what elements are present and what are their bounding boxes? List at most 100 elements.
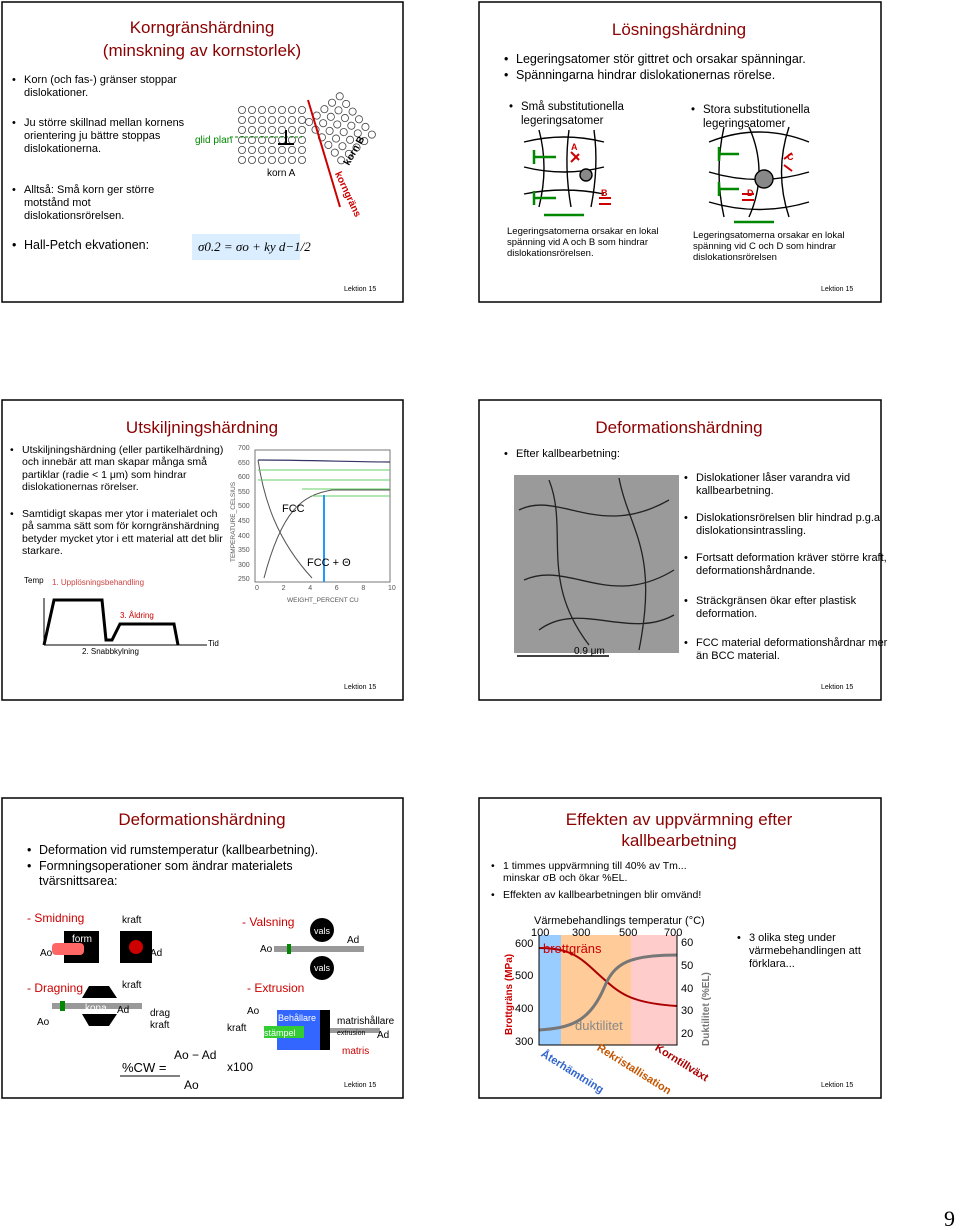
label: Tid: [208, 639, 219, 648]
label: Ad: [150, 948, 163, 959]
slide-title: Deformationshärdning: [595, 418, 763, 437]
y-tick-label: 400: [238, 532, 250, 540]
heading: Stora substitutionella legeringsatomer: [691, 104, 873, 131]
label: FCC: [282, 503, 305, 515]
label: Ad: [117, 1005, 130, 1016]
y-tick-label: 300: [238, 561, 250, 569]
footer: Lektion 15: [344, 286, 377, 293]
bullet: Utskiljningshärdning (eller partikelhärd…: [10, 444, 232, 494]
axis-title: Brottgräns (MPa): [504, 953, 515, 1035]
slide-title: Deformationshärdning: [118, 810, 286, 829]
tick-label: 700: [664, 927, 683, 939]
bullet: Alltså: Små korn ger större motstånd mot…: [12, 184, 189, 223]
tick-label: 50: [681, 960, 694, 972]
y-tick-label: 700: [238, 445, 250, 452]
bullet: Deformation vid rumstemperatur (kallbear…: [27, 843, 409, 858]
tick-label: 20: [681, 1028, 694, 1040]
label: 2. Snabbkylning: [82, 647, 139, 656]
scale-label: 0.9 μm: [574, 646, 605, 657]
bullet: Sträckgränsen ökar efter plastisk deform…: [684, 595, 891, 621]
label: - Smidning: [27, 911, 85, 925]
tick-label: 300: [572, 927, 591, 939]
x-tick-label: 8: [361, 585, 366, 592]
label: brottgräns: [543, 941, 602, 956]
axis-title: TEMPERATURE_CELSIUS: [230, 481, 237, 562]
page-number: 9: [944, 1206, 955, 1230]
bullet: Dislokationsrörelsen blir hindrad p.g.a …: [684, 512, 891, 538]
slide-title: Utskiljningshärdning: [125, 418, 279, 437]
label: FCC + Θ: [307, 557, 351, 569]
label: Ao: [37, 1017, 50, 1028]
slide-title: Effekten av uppvärmning efter: [565, 810, 793, 829]
label: - Valsning: [242, 915, 295, 929]
bullet: Fortsatt deformation kräver större kraft…: [684, 552, 891, 578]
tick-label: 30: [681, 1005, 694, 1017]
caption: Legeringsatomerna orsakar en lokal spänn…: [507, 226, 659, 260]
y-tick-label: 600: [238, 474, 250, 482]
axis-title: Duktilitet (%EL): [701, 972, 712, 1046]
label: D: [747, 188, 754, 198]
tick-label: 60: [681, 937, 694, 949]
label: C: [787, 152, 794, 162]
y-tick-label: 650: [238, 459, 250, 467]
tick-label: 300: [515, 1036, 534, 1048]
equation: σ0.2 = σo + ky d−1/2: [198, 239, 311, 254]
chart-title: Värmebehandlings temperatur (°C): [534, 915, 705, 927]
label: kraft: [227, 1023, 247, 1034]
label: B: [601, 188, 608, 198]
slide-title: kallbearbetning: [621, 831, 737, 850]
label: form: [72, 934, 92, 945]
bullet: Effekten av kallbearbetningen blir omvän…: [491, 889, 823, 902]
label: Ad: [377, 1030, 390, 1041]
label: Ao: [247, 1006, 260, 1017]
caption: Legeringsatomerna orsakar en lokal spänn…: [693, 230, 845, 264]
footer: Lektion 15: [821, 286, 854, 293]
label: - Extrusion: [247, 981, 305, 995]
label: A: [571, 142, 578, 152]
bullet: Formningsoperationer som ändrar material…: [27, 859, 369, 889]
label: extrusion: [337, 1030, 366, 1037]
x-tick-label: 0: [255, 585, 259, 592]
label: stämpel: [264, 1028, 296, 1038]
y-tick-label: 450: [238, 518, 250, 525]
label: duktilitet: [575, 1018, 623, 1033]
label: kraft: [122, 980, 142, 991]
label: matrishållare: [337, 1016, 395, 1027]
slide-title: Korngränshärdning: [129, 18, 275, 37]
formula: Ao − Ad: [174, 1048, 217, 1062]
axis-title: WEIGHT_PERCENT CU: [287, 597, 359, 604]
label: Ao: [260, 944, 273, 955]
tick-label: 500: [515, 970, 534, 982]
formula: Ao: [184, 1078, 199, 1092]
bullet: FCC material deformationshårdnar mer än …: [684, 637, 891, 663]
x-tick-label: 2: [281, 585, 286, 592]
x-tick-label: 6: [334, 585, 339, 592]
formula: x100: [227, 1060, 254, 1074]
label: vals: [314, 963, 331, 973]
label: glid plan: [195, 135, 233, 146]
y-tick-label: 250: [238, 576, 250, 584]
label: kraft: [122, 915, 142, 926]
x-tick-label: 4: [308, 585, 313, 592]
footer: Lektion 15: [821, 684, 854, 691]
bullet: Ju större skillnad mellan kornens orient…: [12, 117, 189, 156]
slide-title: (minskning av kornstorlek): [102, 41, 302, 60]
formula: %CW =: [122, 1060, 167, 1075]
label: Ad: [347, 935, 360, 946]
x-tick-label: 10: [388, 585, 396, 592]
label: vals: [314, 926, 331, 936]
y-tick-label: 550: [238, 488, 250, 496]
slide-title: Lösningshärdning: [611, 20, 747, 39]
bullet: Legeringsatomer stör gittret och orsakar…: [504, 52, 886, 67]
tick-label: 500: [619, 927, 638, 939]
label: Behållare: [278, 1013, 317, 1023]
bullet: Hall-Petch ekvationen:: [12, 238, 209, 253]
label: Temp: [24, 576, 44, 585]
label: 1. Upplösningsbehandling: [52, 578, 145, 587]
y-tick-label: 500: [238, 503, 250, 511]
label: Ao: [40, 948, 53, 959]
tick-label: 400: [515, 1003, 534, 1015]
footer: Lektion 15: [821, 1082, 854, 1089]
